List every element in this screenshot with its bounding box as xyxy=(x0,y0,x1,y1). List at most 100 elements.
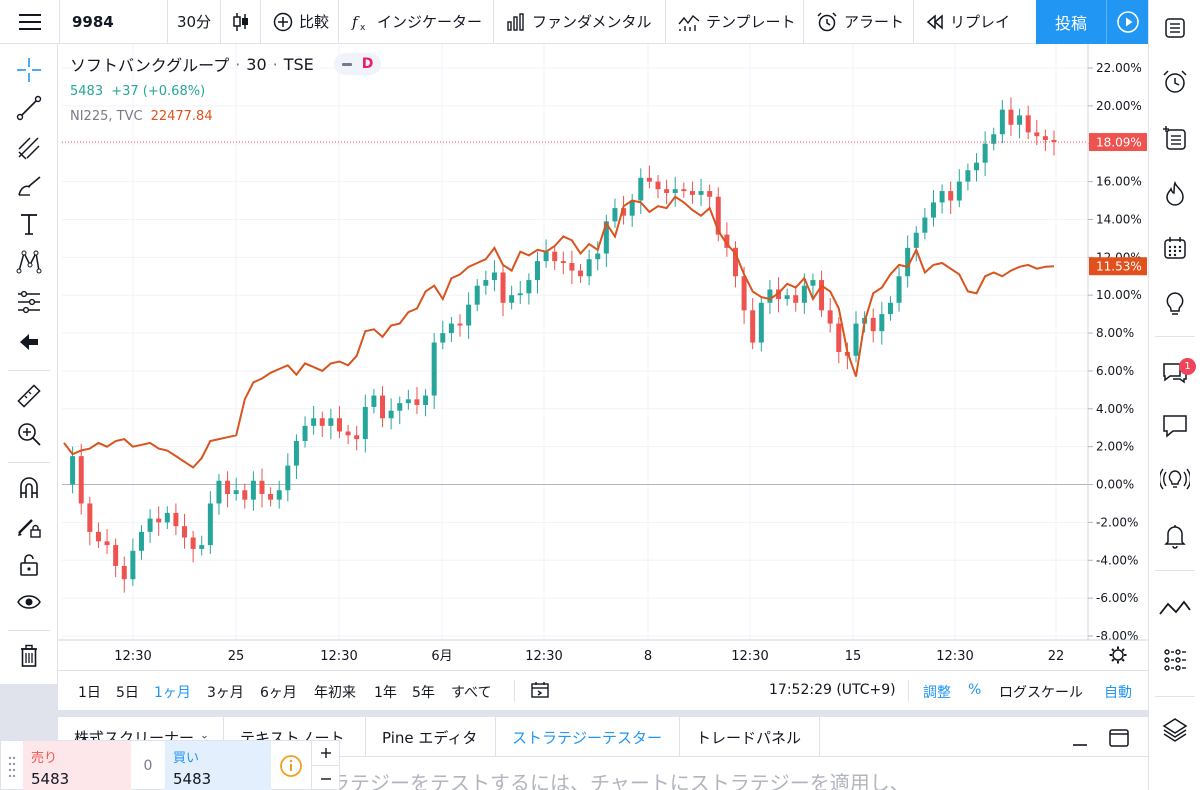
trash-icon xyxy=(20,644,37,667)
ideas-button[interactable] xyxy=(1149,284,1200,324)
price-change: +37 (+0.68%) xyxy=(111,84,206,99)
range-1d[interactable]: 1日 xyxy=(78,685,101,701)
trend-button[interactable] xyxy=(1149,588,1200,628)
quantity-plus-button[interactable] xyxy=(311,741,339,766)
quantity-minus-button[interactable] xyxy=(311,766,339,790)
candle-body xyxy=(750,310,756,343)
measure-tool[interactable] xyxy=(0,378,57,414)
candle-body xyxy=(758,302,764,343)
alert-button[interactable]: アラート xyxy=(804,0,914,44)
clock-time[interactable]: 17:52:29 (UTC+9) xyxy=(769,682,896,698)
calendar-button[interactable] xyxy=(1149,228,1200,268)
buy-button[interactable]: 買い 5483 xyxy=(165,741,271,790)
range-5d[interactable]: 5日 xyxy=(116,685,139,701)
publish-button[interactable]: 投稿 xyxy=(1036,0,1106,44)
fundamentals-button[interactable]: ファンダメンタル xyxy=(494,0,666,44)
hotlist-button[interactable] xyxy=(1149,174,1200,214)
notifications-button[interactable] xyxy=(1149,516,1200,556)
minus-icon xyxy=(320,777,331,780)
range-all[interactable]: すべて xyxy=(451,685,492,701)
lock-drawing-tool[interactable] xyxy=(0,508,57,544)
log-scale-toggle[interactable]: ログスケール xyxy=(999,685,1083,701)
calendar-icon xyxy=(1164,237,1186,259)
range-3m[interactable]: 3ヶ月 xyxy=(207,685,244,701)
visibility-tool[interactable] xyxy=(0,584,57,620)
text-tool[interactable] xyxy=(0,206,57,242)
range-6m[interactable]: 6ヶ月 xyxy=(260,685,297,701)
candle-body xyxy=(380,395,386,419)
streams-button[interactable] xyxy=(1149,460,1200,500)
candle-body xyxy=(991,134,997,144)
percent-toggle[interactable]: % xyxy=(968,682,982,698)
symbol-search[interactable]: 9984 xyxy=(60,0,168,44)
candle-body xyxy=(681,189,687,192)
play-button[interactable] xyxy=(1106,0,1148,44)
compare-button[interactable]: 比較 xyxy=(261,0,339,44)
adjust-toggle[interactable]: 調整 xyxy=(923,685,951,701)
templates-button[interactable]: テンプレート xyxy=(666,0,804,44)
candle-body xyxy=(182,526,188,538)
range-1m[interactable]: 1ヶ月 xyxy=(154,685,191,701)
x-tick-label: 15 xyxy=(845,649,862,664)
magnet-tool[interactable] xyxy=(0,470,57,506)
candle-body xyxy=(147,518,153,532)
replay-button[interactable]: リプレイ xyxy=(914,0,1024,44)
maximize-panel-button[interactable] xyxy=(1108,727,1130,749)
minimize-panel-button[interactable] xyxy=(1070,729,1090,749)
candle-body xyxy=(156,518,162,523)
watchlist-button[interactable] xyxy=(1149,8,1200,48)
info-button[interactable] xyxy=(271,741,311,790)
data-delayed-badge[interactable]: D xyxy=(361,56,374,72)
trend-line-tool[interactable] xyxy=(0,90,57,126)
zoom-tool[interactable] xyxy=(0,416,57,452)
chat-button[interactable]: 1 xyxy=(1149,352,1200,392)
chart-pane[interactable]: 22.00%20.00%18.00%16.00%14.00%12.00%10.0… xyxy=(58,44,1148,670)
plus-icon xyxy=(320,748,331,758)
candle-body xyxy=(939,191,945,203)
alarm-clock-icon xyxy=(817,11,837,31)
unlock-icon xyxy=(19,554,38,576)
legend-dot: · xyxy=(235,54,241,74)
messages-button[interactable] xyxy=(1149,406,1200,446)
data-window-button[interactable] xyxy=(1149,118,1200,158)
alarm-clock-icon xyxy=(1163,70,1187,93)
drag-handle[interactable] xyxy=(1,741,23,790)
layers-button[interactable] xyxy=(1149,710,1200,750)
collapse-icon[interactable] xyxy=(341,62,352,66)
crosshair-tool[interactable] xyxy=(0,52,57,88)
pitchfork-tool[interactable] xyxy=(0,130,57,166)
legend-pill[interactable]: D xyxy=(333,53,382,75)
menu-button[interactable] xyxy=(0,0,60,44)
range-bar: 1日 5日 1ヶ月 3ヶ月 6ヶ月 年初来 1年 5年 すべて 17:52:29… xyxy=(58,670,1148,710)
object-tree-button[interactable] xyxy=(1149,640,1200,680)
interval-button[interactable]: 30分 xyxy=(168,0,221,44)
brush-tool[interactable] xyxy=(0,168,57,204)
prediction-tool[interactable] xyxy=(0,284,57,320)
candle-body xyxy=(199,545,205,549)
range-1y[interactable]: 1年 xyxy=(374,685,397,701)
price-chart[interactable]: 22.00%20.00%18.00%16.00%14.00%12.00%10.0… xyxy=(58,44,1148,670)
candle-body xyxy=(121,565,127,580)
sell-button[interactable]: 売り 5483 xyxy=(23,741,131,790)
range-ytd[interactable]: 年初来 xyxy=(314,685,356,701)
publish-label: 投稿 xyxy=(1054,14,1087,33)
auto-scale-toggle[interactable]: 自動 xyxy=(1104,685,1132,701)
unlock-tool[interactable] xyxy=(0,546,57,582)
tab-strategy-tester[interactable]: ストラテジーテスター xyxy=(496,717,680,757)
tab-trading-panel[interactable]: トレードパネル xyxy=(680,717,820,757)
pattern-tool[interactable] xyxy=(0,244,57,280)
goto-date-button[interactable] xyxy=(530,680,550,704)
back-tool[interactable] xyxy=(0,324,57,360)
candlesticks xyxy=(70,97,1057,593)
range-5y[interactable]: 5年 xyxy=(412,685,435,701)
alerts-button[interactable] xyxy=(1149,62,1200,102)
chart-style-button[interactable] xyxy=(221,0,261,44)
tab-pine-editor[interactable]: Pine エディタ xyxy=(366,717,496,757)
candle-body xyxy=(999,109,1005,135)
svg-text:x: x xyxy=(360,23,366,32)
candle-body xyxy=(1051,139,1057,143)
candle-body xyxy=(1017,115,1023,125)
x-tick-label: 12:30 xyxy=(320,649,357,664)
delete-tool[interactable] xyxy=(0,638,57,674)
